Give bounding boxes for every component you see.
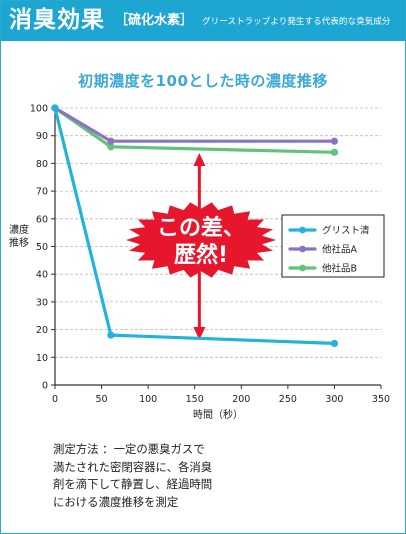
- y-tick-label: 10: [36, 353, 48, 364]
- series-group: [51, 104, 339, 348]
- data-point: [51, 104, 59, 112]
- data-point: [330, 148, 339, 156]
- data-point: [330, 339, 339, 348]
- y-tick-label: 70: [36, 187, 48, 198]
- y-axis-label: 濃度推移: [9, 223, 29, 249]
- y-tick-label: 40: [36, 270, 48, 281]
- note-line: 満たされた密閉容器に、各消臭: [53, 459, 213, 474]
- page-subtitle: ［硫化水素］: [115, 13, 194, 28]
- legend-marker: [299, 264, 306, 272]
- legend-label: 他社品B: [322, 263, 357, 275]
- x-tick-label: 150: [186, 394, 204, 405]
- data-point: [107, 137, 115, 145]
- legend-label: グリスト清: [322, 225, 370, 237]
- x-tick-label: 0: [52, 394, 58, 405]
- y-tick-label: 60: [36, 214, 48, 225]
- y-tick-label: 20: [36, 325, 48, 336]
- y-tick-label: 100: [30, 104, 48, 115]
- note-line: における濃度推移を測定: [53, 494, 179, 509]
- legend-marker: [299, 226, 306, 234]
- line-chart: 0 10 20 30 40 50 60 70 80 90 100 0 50 100 150 200 250 300…: [9, 104, 390, 422]
- header-bar: 消臭効果 ［硫化水素］ グリーストラップより発生する代表的な臭気成分: [1, 1, 405, 41]
- annotation-burst: [126, 202, 276, 278]
- chart-title: 初期濃度を100とした時の濃度推移: [78, 72, 328, 90]
- y-tick-label: 80: [36, 159, 48, 170]
- data-point: [107, 331, 115, 339]
- annotation-text: 歴然!: [174, 242, 228, 268]
- data-point: [330, 137, 339, 145]
- series-line: [53, 106, 336, 154]
- page-title: 消臭効果: [9, 7, 105, 33]
- x-tick-label: 350: [372, 394, 390, 405]
- note-line: 剤を滴下して静置し、経過時間: [53, 477, 213, 491]
- legend-label: 他社品A: [322, 244, 358, 256]
- x-tick-label: 50: [96, 394, 108, 405]
- y-tick-label: 0: [42, 381, 48, 392]
- annotation-text: この差、: [157, 215, 245, 241]
- x-tick-label: 100: [139, 394, 157, 405]
- x-tick-label: 250: [279, 394, 297, 405]
- page-description: グリーストラップより発生する代表的な臭気成分: [202, 17, 391, 27]
- note-line: 測定方法 ：一定の悪臭ガスで: [53, 442, 205, 456]
- annotation-arrow-head-up: [193, 153, 206, 166]
- series-group: [51, 104, 339, 145]
- x-tick-label: 300: [325, 394, 343, 405]
- x-tick-label: 200: [232, 394, 250, 405]
- measurement-note: 測定方法 ：一定の悪臭ガスで 満たされた密閉容器に、各消臭 剤を滴下して静置し、…: [53, 441, 373, 511]
- y-tick-label: 90: [36, 131, 48, 142]
- legend-marker: [299, 245, 306, 253]
- annotation-arrow-head-down: [193, 327, 206, 340]
- data-point: [107, 143, 115, 151]
- y-tick-label: 30: [36, 297, 48, 308]
- y-tick-label: 50: [36, 242, 48, 253]
- x-axis-label: 時間（秒）: [193, 408, 243, 421]
